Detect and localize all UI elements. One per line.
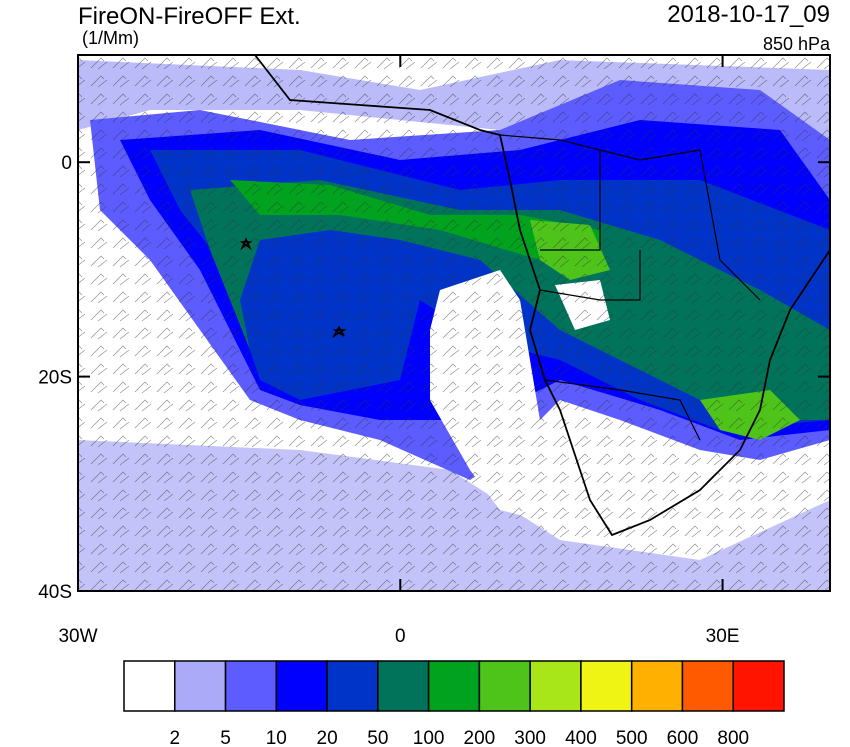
level: 850 hPa — [763, 34, 831, 54]
colorbar-label: 20 — [317, 728, 338, 747]
colorbar-swatch — [326, 660, 379, 712]
colorbar-swatch — [174, 660, 227, 712]
colorbar-swatch — [123, 660, 176, 712]
units: (1/Mm) — [82, 28, 139, 48]
lon-tick-label: 30W — [58, 626, 97, 647]
lat-tick-label: 0 — [61, 153, 72, 174]
colorbar-swatch — [275, 660, 328, 712]
lat-tick-label: 40S — [38, 582, 72, 603]
colorbar-swatch — [224, 660, 278, 712]
colorbar-label: 400 — [565, 728, 597, 747]
colorbar-swatch — [630, 660, 684, 712]
time: 2018-10-17_09 — [667, 1, 830, 28]
colorbar-label: 100 — [413, 728, 445, 747]
colorbar-label: 2 — [169, 728, 180, 747]
colorbar-swatch — [427, 660, 481, 712]
colorbar-label: 10 — [266, 728, 287, 747]
colorbar-swatch — [681, 660, 734, 712]
lon-tick-label: 0 — [395, 626, 406, 647]
colorbar-label: 300 — [514, 728, 546, 747]
colorbar-swatch — [732, 660, 785, 712]
colorbar-label: 800 — [717, 728, 749, 747]
axis-ticks: 0 20S 40S 30W 0 30E — [38, 55, 830, 647]
lon-tick-label: 30E — [706, 626, 740, 647]
colorbar: 2 5 10 20 50 100 200 300 400 500 600 800 — [123, 660, 785, 747]
map-field — [78, 55, 830, 591]
colorbar-label: 50 — [367, 728, 388, 747]
map-frame — [77, 54, 831, 592]
colorbar-label: 500 — [616, 728, 648, 747]
colorbar-label: 200 — [464, 728, 496, 747]
colorbar-swatch — [478, 660, 531, 712]
colorbar-label: 600 — [667, 728, 699, 747]
title: FireON-FireOFF Ext. — [78, 3, 301, 30]
colorbar-swatch — [529, 660, 582, 712]
colorbar-swatch — [580, 660, 633, 712]
colorbar-label: 5 — [220, 728, 231, 747]
lat-tick-label: 20S — [38, 368, 72, 389]
colorbar-swatch — [377, 660, 430, 712]
